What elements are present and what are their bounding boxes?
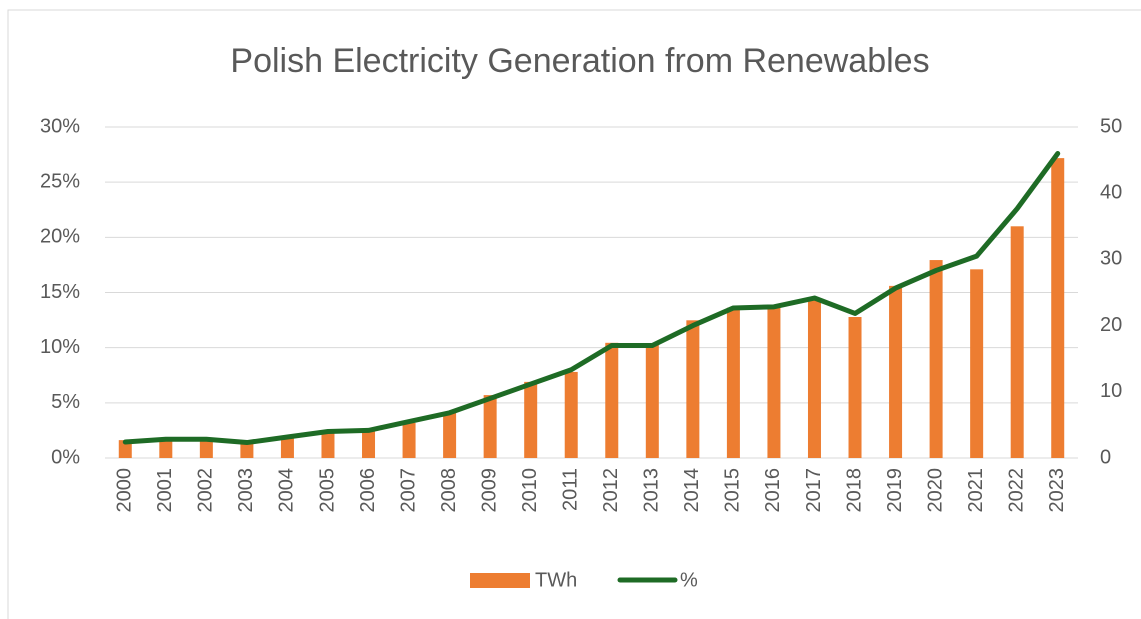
x-tick-label: 2021	[965, 468, 987, 513]
bar	[321, 432, 335, 458]
y2-tick-label: 40	[1100, 181, 1122, 203]
y2-tick-label: 20	[1100, 314, 1122, 336]
x-tick-label: 2017	[803, 468, 825, 513]
x-tick-label: 2005	[316, 468, 338, 513]
x-tick-label: 2022	[1005, 468, 1027, 513]
y-tick-label: 15%	[40, 281, 80, 303]
y-tick-label: 30%	[40, 115, 80, 137]
chart-title: Polish Electricity Generation from Renew…	[230, 42, 929, 80]
bar	[362, 428, 376, 458]
x-tick-label: 2011	[560, 468, 582, 511]
x-tick-label: 2007	[397, 468, 419, 513]
y2-tick-label: 0	[1100, 446, 1111, 468]
x-tick-label: 2014	[681, 468, 703, 513]
x-tick-label: 2003	[235, 468, 257, 513]
bar	[524, 381, 538, 458]
bar	[240, 442, 254, 458]
x-tick-label: 2006	[357, 468, 379, 513]
bar	[645, 344, 659, 458]
bar	[848, 316, 862, 458]
y-tick-label: 5%	[51, 391, 80, 413]
x-tick-label: 2012	[600, 468, 622, 513]
x-tick-label: 2018	[843, 468, 865, 513]
bar	[199, 438, 213, 458]
bar	[605, 342, 619, 458]
bar	[726, 307, 740, 458]
y-tick-label: 10%	[40, 336, 80, 358]
bar	[443, 412, 457, 458]
legend-label: %	[680, 569, 698, 591]
x-tick-label: 2010	[519, 468, 541, 513]
chart-frame	[7, 9, 1141, 619]
bar	[686, 320, 700, 458]
y2-tick-label: 50	[1100, 115, 1122, 137]
x-tick-label: 2015	[722, 468, 744, 513]
x-tick-label: 2013	[641, 468, 663, 513]
y-tick-label: 25%	[40, 170, 80, 192]
x-tick-label: 2004	[276, 468, 298, 513]
x-tick-label: 2023	[1046, 468, 1068, 513]
x-tick-label: 2000	[114, 468, 136, 513]
legend-swatch	[470, 573, 530, 588]
bar	[159, 438, 173, 458]
bar	[1010, 226, 1024, 458]
bar	[970, 269, 984, 458]
bar	[929, 260, 943, 458]
x-tick-label: 2020	[924, 468, 946, 513]
y-tick-label: 0%	[51, 446, 80, 468]
x-tick-label: 2019	[884, 468, 906, 513]
x-tick-label: 2001	[154, 468, 176, 513]
x-tick-label: 2008	[438, 468, 460, 513]
line	[122, 150, 1061, 446]
bar	[767, 307, 781, 458]
bar	[889, 285, 903, 458]
bar	[280, 436, 294, 458]
legend-label: TWh	[535, 569, 577, 591]
x-tick-label: 2016	[762, 468, 784, 513]
bar	[118, 440, 132, 458]
bar	[402, 422, 416, 458]
bar	[1051, 158, 1065, 458]
y-tick-label: 20%	[40, 226, 80, 248]
bar	[807, 299, 821, 458]
bar	[483, 395, 497, 458]
y2-tick-label: 10	[1100, 380, 1122, 402]
bar	[564, 371, 578, 458]
y2-tick-label: 30	[1100, 248, 1122, 270]
x-tick-label: 2002	[195, 468, 217, 513]
x-tick-label: 2009	[478, 468, 500, 512]
